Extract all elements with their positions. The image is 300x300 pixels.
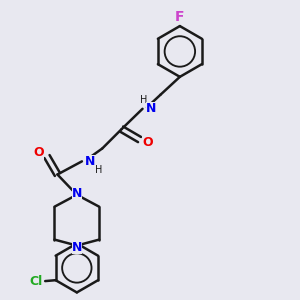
Text: H: H — [140, 95, 148, 105]
Text: H: H — [95, 165, 102, 175]
Text: O: O — [142, 136, 153, 149]
Text: O: O — [33, 146, 44, 160]
Text: F: F — [175, 10, 184, 24]
Text: N: N — [146, 102, 156, 115]
Text: Cl: Cl — [30, 275, 43, 288]
Text: N: N — [85, 155, 95, 168]
Text: N: N — [72, 187, 82, 200]
Text: N: N — [72, 241, 82, 254]
